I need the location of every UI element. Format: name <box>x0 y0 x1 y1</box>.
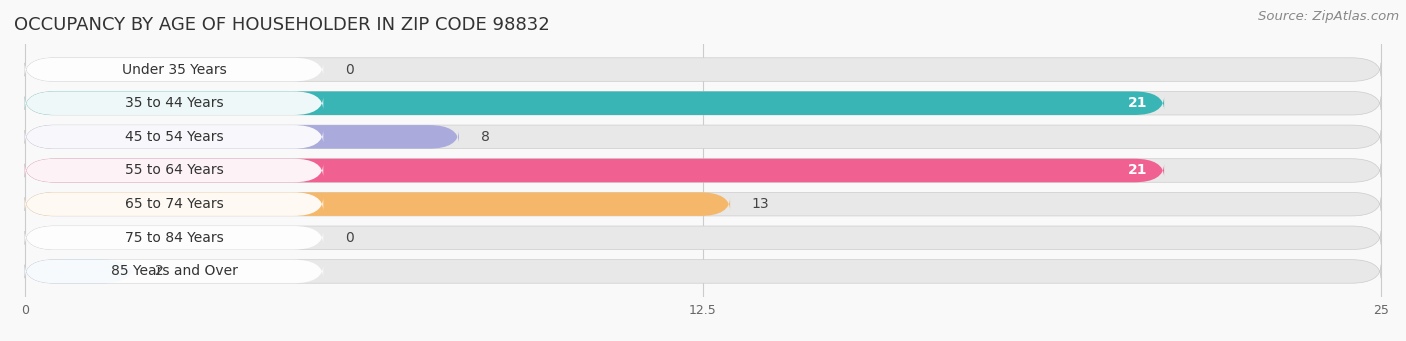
FancyBboxPatch shape <box>25 260 323 283</box>
FancyBboxPatch shape <box>25 58 323 81</box>
Text: 0: 0 <box>344 231 354 245</box>
Text: 35 to 44 Years: 35 to 44 Years <box>125 96 224 110</box>
FancyBboxPatch shape <box>25 260 1381 283</box>
FancyBboxPatch shape <box>25 192 1381 216</box>
FancyBboxPatch shape <box>25 91 1164 115</box>
FancyBboxPatch shape <box>25 159 1381 182</box>
FancyBboxPatch shape <box>25 91 323 115</box>
Text: 75 to 84 Years: 75 to 84 Years <box>125 231 224 245</box>
Text: 45 to 54 Years: 45 to 54 Years <box>125 130 224 144</box>
Text: Source: ZipAtlas.com: Source: ZipAtlas.com <box>1258 10 1399 23</box>
FancyBboxPatch shape <box>25 260 134 283</box>
Text: 21: 21 <box>1129 163 1147 178</box>
FancyBboxPatch shape <box>25 125 1381 149</box>
FancyBboxPatch shape <box>25 125 323 149</box>
FancyBboxPatch shape <box>25 91 1381 115</box>
Text: Under 35 Years: Under 35 Years <box>122 62 226 77</box>
FancyBboxPatch shape <box>25 125 458 149</box>
Text: OCCUPANCY BY AGE OF HOUSEHOLDER IN ZIP CODE 98832: OCCUPANCY BY AGE OF HOUSEHOLDER IN ZIP C… <box>14 16 550 34</box>
FancyBboxPatch shape <box>25 192 730 216</box>
Text: 13: 13 <box>752 197 769 211</box>
FancyBboxPatch shape <box>25 159 323 182</box>
Text: 2: 2 <box>155 264 165 279</box>
FancyBboxPatch shape <box>25 192 323 216</box>
Text: 0: 0 <box>344 62 354 77</box>
Text: 55 to 64 Years: 55 to 64 Years <box>125 163 224 178</box>
Text: 8: 8 <box>481 130 489 144</box>
FancyBboxPatch shape <box>25 159 1164 182</box>
Text: 65 to 74 Years: 65 to 74 Years <box>125 197 224 211</box>
FancyBboxPatch shape <box>25 58 1381 81</box>
Text: 85 Years and Over: 85 Years and Over <box>111 264 238 279</box>
FancyBboxPatch shape <box>25 226 1381 250</box>
Text: 21: 21 <box>1129 96 1147 110</box>
FancyBboxPatch shape <box>25 226 323 250</box>
